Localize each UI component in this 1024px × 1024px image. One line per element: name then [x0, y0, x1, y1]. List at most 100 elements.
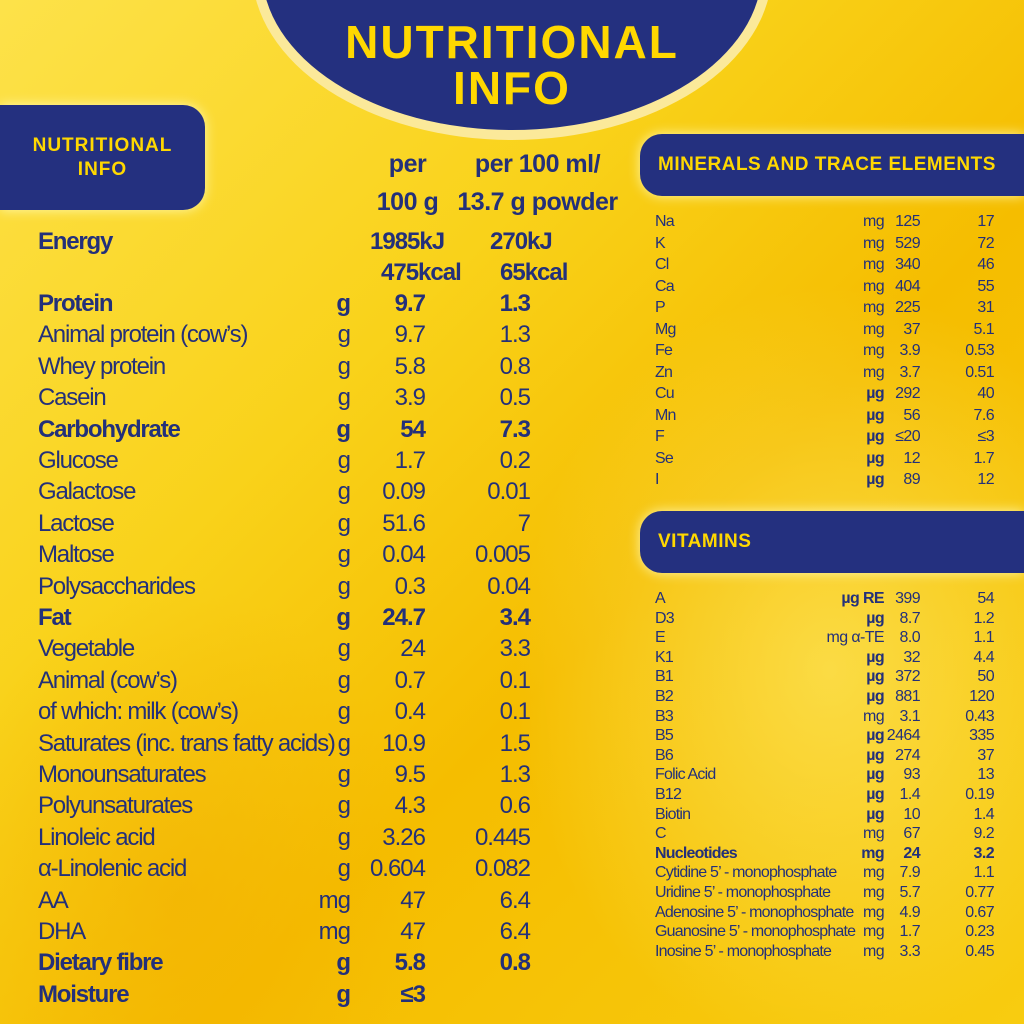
- row-unit: µg: [866, 471, 884, 488]
- row-per100g: 32: [903, 648, 920, 666]
- row-per100g: 404: [895, 277, 921, 295]
- row-label: Ca: [655, 277, 675, 295]
- nutrients-row: Maltose g 0.04 0.005: [0, 541, 640, 572]
- col-per100g-line1: per: [388, 150, 427, 178]
- row-unit: g: [336, 949, 351, 977]
- nutrients-row: Whey protein g 5.8 0.8: [0, 353, 640, 384]
- row-label: P: [655, 299, 666, 316]
- row-label: Se: [655, 449, 674, 467]
- row-per100g: 1.7: [394, 447, 426, 474]
- row-unit: µg: [866, 406, 884, 424]
- row-label: Inosine 5’ - monophosphate: [655, 942, 832, 960]
- nutrients-row: Vegetable g 24 3.3: [0, 635, 640, 666]
- row-per100ml: 1.3: [499, 761, 531, 788]
- row-per100g: 51.6: [382, 509, 426, 537]
- row-per100g: 10.9: [382, 729, 426, 757]
- nutrients-row: Linoleic acid g 3.26 0.445: [0, 824, 640, 855]
- row-unit: g: [336, 604, 351, 631]
- row-label: B5: [655, 727, 674, 745]
- row-per100g: 225: [895, 299, 921, 316]
- nutritional-info-header: NUTRITIONAL INFO: [0, 105, 205, 210]
- row-label: Fe: [655, 342, 673, 359]
- row-per100ml: 7.6: [973, 406, 995, 424]
- row-unit: g: [337, 384, 351, 412]
- row-per100ml: 7.3: [499, 415, 531, 443]
- row-unit: µg: [866, 648, 884, 666]
- row-label: Uridine 5’ - monophosphate: [655, 884, 831, 901]
- row-per100ml: 0.19: [965, 786, 994, 803]
- row-per100ml: 3.4: [499, 604, 531, 631]
- row-label: K1: [655, 648, 674, 666]
- row-per100g: 47: [400, 886, 426, 914]
- nutrients-row: Monounsaturates g 9.5 1.3: [0, 761, 640, 792]
- row-per100ml: 1.1: [973, 629, 995, 647]
- row-unit: mg: [862, 320, 885, 338]
- row-per100ml: 0.005: [474, 541, 531, 569]
- row-unit: mg: [862, 903, 885, 921]
- row-per100g: 4.9: [899, 903, 921, 921]
- row-per100g: 4.3: [394, 792, 426, 820]
- energy-kcal-100ml: 65kcal: [500, 259, 568, 286]
- row-per100ml: 5.1: [973, 320, 995, 338]
- row-per100g: 9.7: [394, 321, 426, 349]
- row-unit: g: [337, 478, 351, 506]
- row-per100g: 56: [903, 406, 920, 424]
- row-per100g: 12: [903, 449, 920, 467]
- row-unit: g: [337, 761, 351, 788]
- row-label: D3: [655, 609, 675, 627]
- row-per100ml: 0.6: [499, 792, 531, 820]
- row-unit: mg: [862, 277, 885, 295]
- row-per100g: 3.7: [899, 363, 921, 381]
- row-per100g: 9.5: [394, 761, 426, 788]
- row-label: Folic Acid: [655, 766, 716, 784]
- row-label: Moisture: [38, 980, 130, 1008]
- row-per100g: 5.8: [394, 352, 426, 380]
- row-label: K: [655, 234, 666, 252]
- energy-label: Energy: [38, 228, 113, 255]
- row-per100ml: 1.5: [499, 729, 531, 757]
- row-label: Vegetable: [38, 635, 135, 663]
- row-per100g: 0.604: [369, 855, 426, 883]
- row-per100g: 0.4: [394, 698, 426, 726]
- row-per100g: 8.7: [899, 609, 921, 627]
- row-unit: g: [337, 698, 351, 726]
- row-label: B1: [655, 668, 674, 686]
- row-per100ml: 4.4: [973, 648, 995, 666]
- row-unit: µg: [866, 385, 884, 402]
- row-per100ml: 0.8: [499, 352, 531, 380]
- row-label: Cl: [655, 256, 669, 273]
- row-per100ml: 0.43: [965, 707, 994, 725]
- row-label: Linoleic acid: [38, 823, 156, 851]
- row-label: Mn: [655, 406, 676, 424]
- row-label: B2: [655, 688, 674, 705]
- page-title-line2: INFO: [453, 62, 571, 114]
- nutrients-row: α-Linolenic acid g 0.604 0.082: [0, 855, 640, 886]
- row-per100g: ≤3: [400, 980, 426, 1008]
- row-label: Fat: [38, 604, 72, 631]
- row-unit: mg: [318, 886, 351, 914]
- row-per100ml: ≤3: [977, 428, 995, 445]
- nutrients-row: Animal (cow’s) g 0.7 0.1: [0, 667, 640, 698]
- row-label: Glucose: [38, 447, 119, 474]
- row-label: Na: [655, 213, 675, 230]
- row-unit: g: [337, 321, 351, 349]
- row-unit: mg: [862, 256, 885, 273]
- row-per100g: 3.26: [382, 823, 426, 851]
- row-per100ml: 6.4: [499, 918, 531, 945]
- row-per100g: 24.7: [382, 604, 426, 631]
- row-unit: g: [337, 635, 351, 663]
- row-label: F: [655, 428, 665, 445]
- energy-kj-100g: 1985kJ: [370, 228, 445, 255]
- row-label: Casein: [38, 384, 107, 412]
- col-per100g-line2: 100 g: [376, 188, 439, 216]
- nutrients-row: Saturates (inc. trans fatty acids) g 10.9 1…: [0, 730, 640, 761]
- row-per100g: 3.3: [899, 942, 921, 960]
- nutrients-row: Casein g 3.9 0.5: [0, 384, 640, 415]
- row-unit: µg: [866, 805, 884, 823]
- row-unit: g: [337, 352, 351, 380]
- row-label: Maltose: [38, 541, 115, 569]
- nutrients-row: Fat g 24.7 3.4: [0, 604, 640, 635]
- nutrients-row: Lactose g 51.6 7: [0, 510, 640, 541]
- row-unit: mg: [862, 299, 885, 316]
- row-per100g: 0.04: [382, 541, 426, 569]
